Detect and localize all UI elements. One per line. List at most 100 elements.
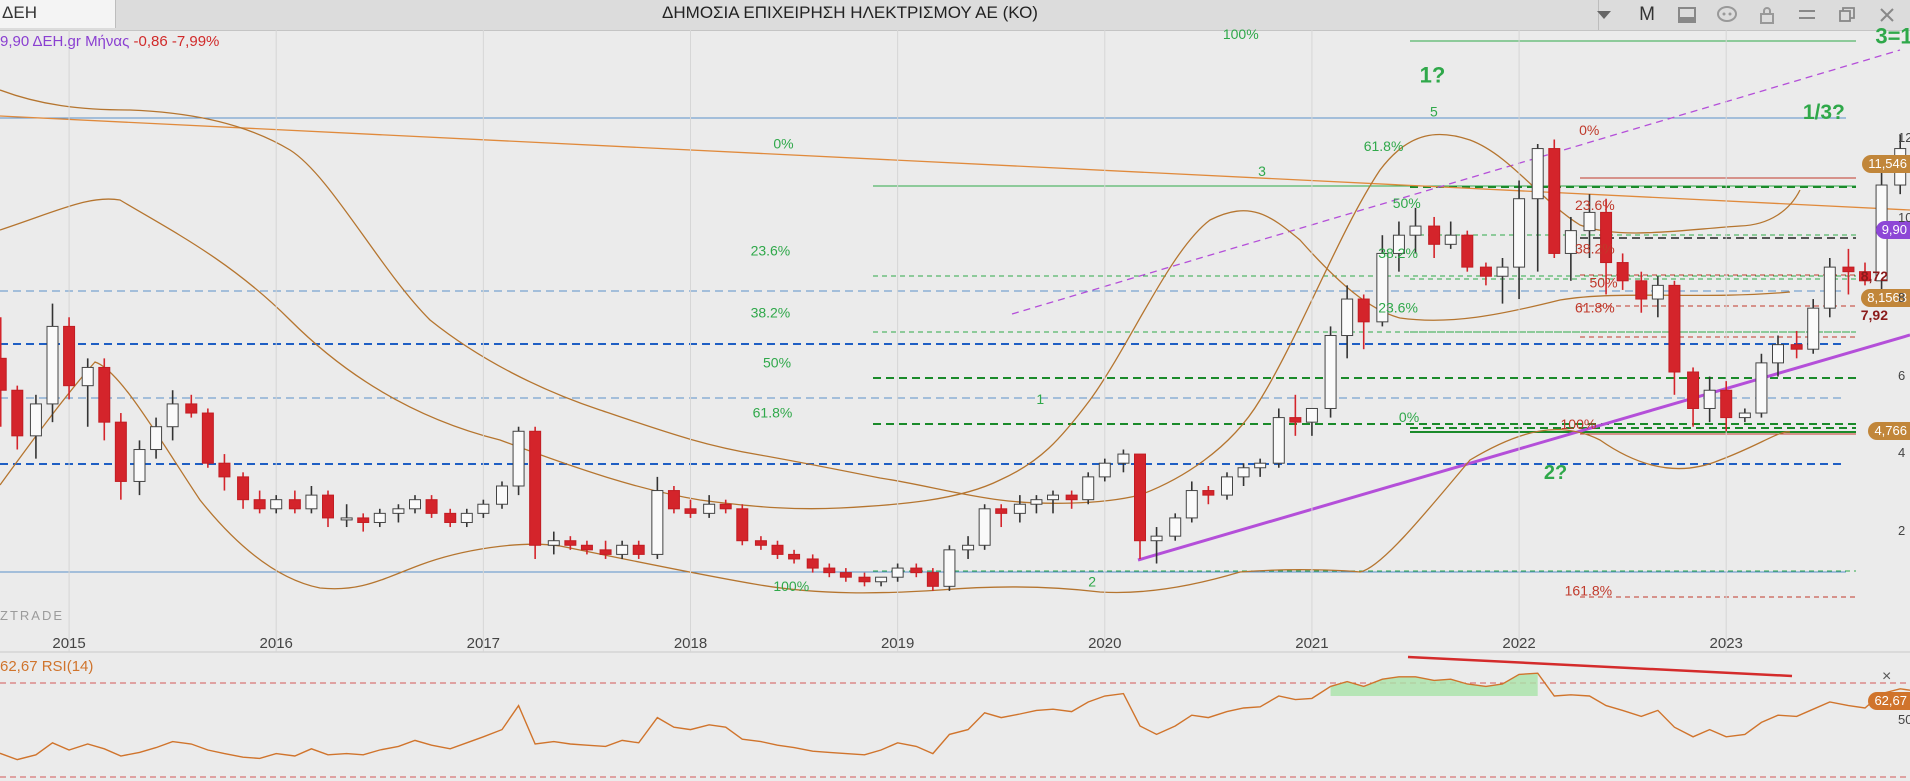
candle-body [1376, 252, 1389, 323]
candle-body [1600, 211, 1613, 264]
candle-body [1169, 517, 1182, 537]
price-tag-last: 9,90 [1875, 221, 1910, 239]
wave-labels: 1?531/3?3=12?12 [1036, 24, 1910, 590]
candle-body [1616, 262, 1629, 282]
rsi-value-tag: 62,67 [1868, 692, 1910, 710]
candle-body [771, 544, 784, 555]
candle-body [512, 430, 525, 487]
candle-body [1428, 225, 1441, 245]
candle-body [1703, 389, 1716, 409]
candle-body [1772, 344, 1784, 364]
fib-label: 38.2% [1575, 240, 1615, 256]
comment-icon[interactable] [1708, 0, 1746, 30]
candle-body [910, 567, 923, 574]
candle-body [1237, 467, 1250, 478]
candle-body [1254, 462, 1267, 469]
x-tick-label: 2016 [260, 635, 293, 652]
y-axis-label: 2 [1898, 523, 1906, 538]
candle-body [444, 512, 457, 523]
candle-body [1305, 407, 1318, 423]
candle-body [11, 389, 24, 437]
candle-body [46, 325, 59, 405]
candle-body [1668, 284, 1681, 373]
candle-body [305, 494, 318, 510]
candle-body [98, 366, 111, 423]
layout-icon[interactable] [1668, 0, 1706, 30]
close-window-icon[interactable] [1868, 0, 1906, 30]
candle-body [1409, 225, 1422, 236]
chevron-down-icon[interactable] [1585, 0, 1623, 30]
fib-label: 38.2% [1378, 245, 1418, 261]
candle-body [1738, 412, 1751, 419]
symbol-tab[interactable]: ΔΕΗ [0, 0, 116, 28]
fib-label: 100% [1223, 26, 1259, 42]
candle-body [496, 485, 508, 505]
candle-body [340, 517, 353, 521]
menu-icon[interactable] [1788, 0, 1826, 30]
candle-body [1289, 417, 1302, 423]
candle-body [1720, 389, 1733, 419]
candle-body [81, 366, 94, 387]
candle-body [1461, 234, 1474, 268]
candle-body [201, 412, 214, 464]
candle-body [29, 403, 42, 437]
candle-body [891, 567, 904, 578]
legend-change: -0,86 -7,99% [133, 33, 220, 50]
candle-body [858, 576, 871, 583]
fib-label: 38.2% [751, 304, 791, 320]
candle-body [599, 549, 612, 555]
candle-body [133, 449, 146, 482]
x-tick-label: 2019 [881, 635, 914, 652]
fib-label: 100% [1561, 416, 1597, 432]
candle-body [703, 503, 716, 514]
x-tick-label: 2022 [1502, 635, 1535, 652]
rsi-overbought-area [1330, 673, 1538, 696]
fib-label: 0% [773, 136, 793, 152]
candle-body [237, 476, 250, 501]
candle-body [477, 503, 490, 514]
candle-body [667, 490, 680, 510]
fib-label: 50% [763, 354, 791, 370]
candle-body [806, 558, 819, 569]
candle-body [651, 490, 664, 555]
y-axis-label: 10 [1898, 210, 1910, 225]
candle-body [1755, 362, 1768, 414]
price-legend: 9,90 ΔΕΗ.gr Μήνας -0,86 -7,99% [0, 33, 219, 50]
fib-label: 50% [1590, 275, 1618, 291]
fib-label: 100% [773, 578, 809, 594]
y-axis-label: 8 [1898, 290, 1906, 305]
price-tag-mid-band: 8,1563 [1861, 289, 1910, 307]
candle-body [1513, 198, 1526, 268]
fib-labels: 100%0%23.6%38.2%50%61.8%100%61.8%50%38.2… [751, 26, 1618, 598]
candle-body [1185, 490, 1198, 519]
period-button[interactable]: M [1639, 4, 1655, 25]
fib-label: 23.6% [1575, 197, 1615, 213]
wave-label: 1? [1420, 62, 1446, 87]
candle-body [736, 508, 749, 542]
candle-body [1013, 503, 1026, 514]
x-axis: 2015201620172018201920202021202220232024 [52, 635, 1743, 652]
y-axis-label: 12 [1898, 130, 1910, 145]
candle-body [63, 325, 76, 387]
lock-icon[interactable] [1748, 0, 1786, 30]
wave-label: 3=1 [1875, 24, 1910, 49]
candle-body [926, 572, 939, 587]
candle-body [409, 499, 421, 510]
candle-body [0, 357, 7, 391]
price-tag-lower-band: 4,766 [1868, 422, 1910, 440]
close-icon[interactable]: × [1882, 668, 1892, 685]
candle-body [1496, 266, 1509, 277]
fib-label: 0% [1399, 409, 1419, 425]
candle-body [1651, 284, 1664, 300]
fib-label: 61.8% [1575, 300, 1615, 316]
candle-body [1202, 490, 1215, 496]
restore-window-icon[interactable] [1828, 0, 1866, 30]
candle-body [253, 499, 266, 510]
candle-body [1357, 298, 1370, 323]
candle-body [1859, 271, 1871, 282]
fib-label: 0% [1579, 122, 1599, 138]
candle-body [1583, 211, 1596, 232]
candle-body [564, 540, 577, 546]
fib-label: 23.6% [1378, 300, 1418, 316]
